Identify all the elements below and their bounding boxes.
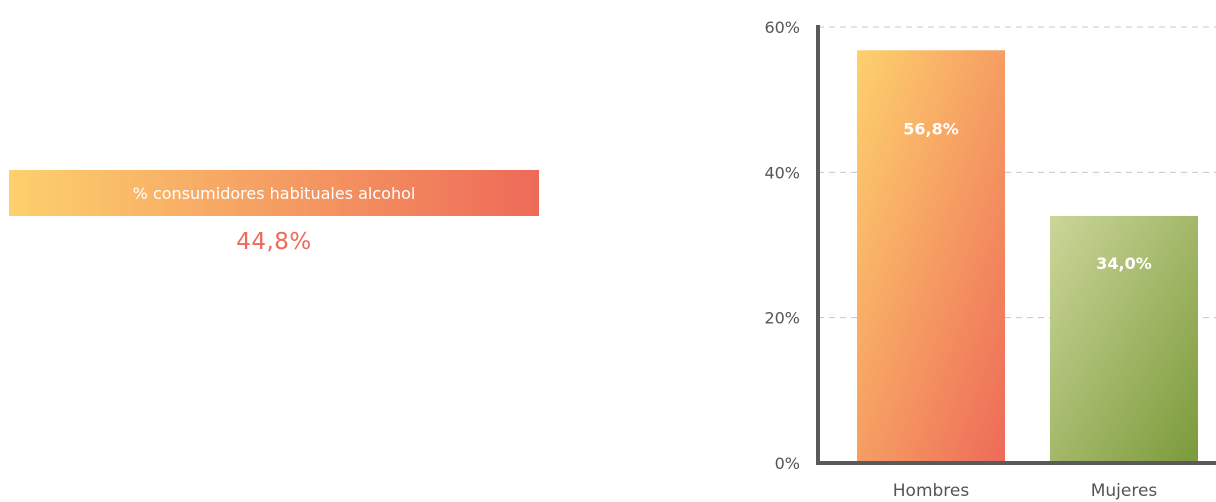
y-tick-label: 0% — [775, 454, 800, 473]
stat-label: % consumidores habituales alcohol — [132, 183, 416, 203]
bar — [1050, 215, 1198, 463]
y-tick-label: 60% — [764, 18, 800, 37]
bar — [857, 50, 1005, 464]
stat-banner: % consumidores habituales alcohol — [9, 170, 539, 216]
stat-value: 44,8% — [236, 229, 312, 255]
x-tick-label: Hombres — [893, 481, 970, 501]
y-tick-label: 40% — [764, 163, 800, 182]
y-tick-label: 20% — [764, 309, 800, 328]
x-tick-label: Mujeres — [1091, 481, 1158, 501]
bar-value-label: 34,0% — [1096, 254, 1152, 273]
bar-value-label: 56,8% — [903, 120, 959, 139]
